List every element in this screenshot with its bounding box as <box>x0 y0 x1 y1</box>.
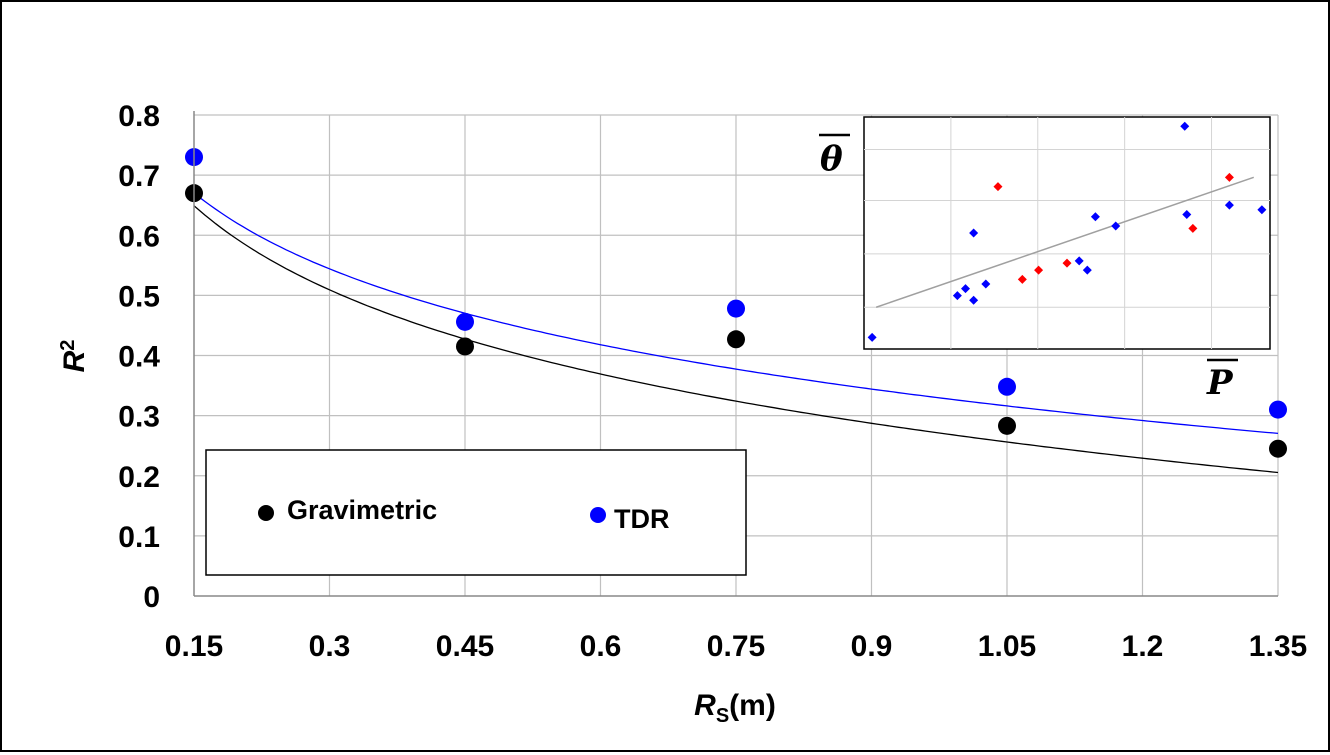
inset-point-series-0 <box>1182 209 1192 219</box>
data-point-series-1 <box>1269 400 1287 419</box>
inset-point-series-0 <box>1180 121 1190 131</box>
y-tick-label: 0.1 <box>118 521 160 554</box>
y-axis-title: R2 <box>57 340 91 373</box>
inset-trendline <box>875 176 1255 308</box>
data-point-series-1 <box>727 299 745 318</box>
data-point-series-1 <box>456 312 474 331</box>
inset-point-series-0 <box>969 295 979 305</box>
y-tick-label: 0.5 <box>118 280 160 313</box>
inset-point-series-1 <box>1224 172 1234 182</box>
y-tick-label: 0.7 <box>118 160 160 193</box>
inset-point-series-0 <box>981 279 991 289</box>
legend-marker-tdr <box>590 507 606 523</box>
y-tick-label: 0.2 <box>118 461 160 494</box>
x-tick-label: 1.05 <box>978 630 1036 663</box>
x-tick-label: 0.6 <box>580 630 622 663</box>
trendlines <box>193 192 1279 474</box>
trendline-0 <box>193 205 1279 474</box>
data-point-series-1 <box>998 377 1016 396</box>
inset-point-series-0 <box>952 291 962 301</box>
x-tick-label: 0.15 <box>165 630 223 663</box>
x-tick-label: 1.35 <box>1249 630 1307 663</box>
y-tick-label: 0.3 <box>118 401 160 434</box>
inset-y-label: θ <box>820 139 843 179</box>
inset-chart: θ P <box>819 116 1271 403</box>
inset-point-series-0 <box>1082 265 1092 275</box>
legend: Gravimetric TDR <box>205 449 747 576</box>
inset-trendline <box>875 176 1255 308</box>
x-tick-label: 0.3 <box>309 630 351 663</box>
data-point-series-0 <box>456 337 474 356</box>
inset-box <box>863 116 1271 350</box>
inset-point-series-1 <box>1062 258 1072 268</box>
data-point-series-0 <box>998 416 1016 435</box>
x-tick-label: 0.45 <box>436 630 494 663</box>
x-axis-title: RS(m) <box>694 689 776 727</box>
inset-point-series-0 <box>1074 256 1084 266</box>
y-tick-label: 0 <box>143 581 160 614</box>
axes <box>193 111 1278 597</box>
inset-point-series-1 <box>1188 223 1198 233</box>
inset-point-series-0 <box>1257 205 1267 215</box>
trendline-1 <box>193 192 1279 435</box>
inset-point-series-0 <box>1224 200 1234 210</box>
y-tick-label: 0.6 <box>118 220 160 253</box>
inset-point-series-0 <box>867 332 877 342</box>
x-tick-label: 1.2 <box>1122 630 1164 663</box>
legend-box <box>205 449 747 576</box>
x-tick-label: 0.9 <box>851 630 893 663</box>
data-point-series-0 <box>727 330 745 349</box>
inset-point-series-1 <box>993 182 1003 192</box>
y-tick-label: 0.4 <box>118 341 160 374</box>
y-tick-label: 0.8 <box>118 100 160 133</box>
inset-point-series-1 <box>1017 274 1027 284</box>
inset-point-series-1 <box>1034 265 1044 275</box>
tick-labels: 0.15 0.3 0.45 0.6 0.75 0.9 1.05 1.2 1.35 0 0.1 0.2 0… <box>118 100 1307 663</box>
data-point-series-0 <box>1269 439 1287 458</box>
inset-x-label: P <box>1206 363 1234 403</box>
inset-grid <box>864 117 1270 349</box>
inset-points <box>867 121 1267 342</box>
inset-point-series-0 <box>1111 221 1121 231</box>
inset-point-series-0 <box>1090 212 1100 222</box>
legend-label-gravimetric: Gravimetric <box>287 495 437 525</box>
legend-label-tdr: TDR <box>614 504 670 534</box>
x-tick-label: 0.75 <box>707 630 765 663</box>
inset-point-series-0 <box>969 228 979 238</box>
legend-marker-gravimetric <box>258 505 274 521</box>
inset-point-series-0 <box>961 284 970 294</box>
